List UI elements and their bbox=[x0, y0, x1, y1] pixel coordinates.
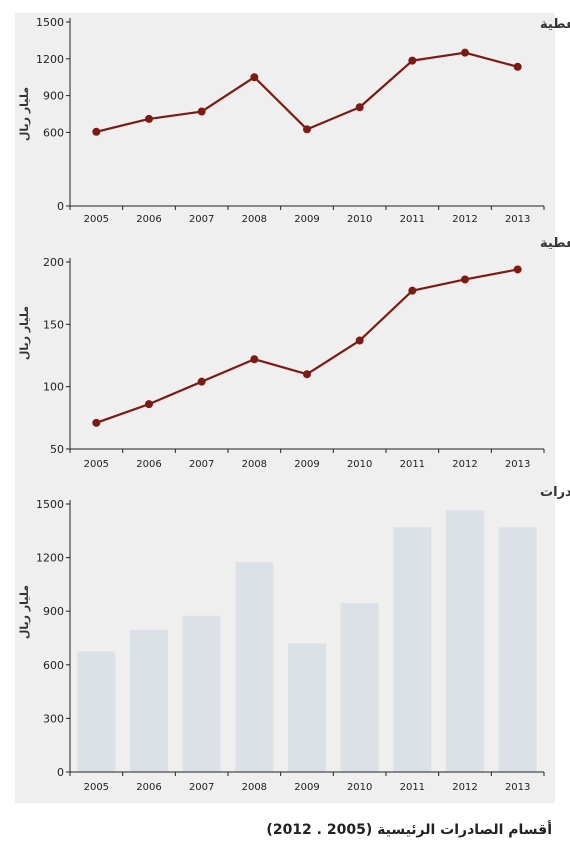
x-tick-label: 2008 bbox=[242, 214, 267, 225]
data-point bbox=[513, 62, 522, 71]
data-point bbox=[197, 377, 206, 386]
y-tick-label: 50 bbox=[50, 443, 64, 456]
series-line bbox=[95, 268, 518, 424]
data-point bbox=[145, 114, 153, 123]
x-tick-label: 2010 bbox=[347, 782, 372, 793]
x-tick-label: 2006 bbox=[136, 214, 161, 225]
chart-1: الصادرات النفطية مليار ريال 0 600 900 1200 150… bbox=[18, 16, 570, 225]
data-point bbox=[461, 48, 469, 57]
x-tick-label: 2008 bbox=[242, 782, 267, 793]
y-tick-label: 0 bbox=[57, 766, 64, 779]
data-point bbox=[92, 418, 101, 427]
y-tick-label: 1500 bbox=[36, 498, 64, 511]
figure-caption: أقسام الصادرات الرئيسية (2005 . 2012) bbox=[266, 822, 552, 838]
x-tick-label: 2011 bbox=[400, 782, 425, 793]
y-tick-label: 1200 bbox=[36, 53, 64, 66]
data-point bbox=[408, 56, 417, 65]
x-tick-label: 2007 bbox=[189, 214, 214, 225]
x-tick-label: 2006 bbox=[136, 459, 161, 470]
x-tick-label: 2011 bbox=[400, 459, 425, 470]
x-tick-label: 2013 bbox=[505, 214, 530, 225]
chart-title: الصادرات غير النفطية bbox=[540, 236, 570, 251]
y-tick-label: 0 bbox=[57, 200, 64, 213]
bar bbox=[393, 527, 432, 772]
x-tick-label: 2007 bbox=[189, 459, 214, 470]
y-tick-label: 1200 bbox=[36, 552, 64, 565]
data-point bbox=[250, 355, 259, 364]
series-line bbox=[96, 51, 518, 133]
y-tick-label: 100 bbox=[43, 381, 64, 394]
y-tick-label: 600 bbox=[43, 126, 64, 139]
bar bbox=[498, 527, 537, 772]
data-point bbox=[145, 400, 153, 409]
bar bbox=[130, 629, 168, 772]
data-point bbox=[250, 73, 259, 82]
y-tick-label: 900 bbox=[43, 90, 64, 103]
y-axis-label: مليار ريال bbox=[18, 87, 31, 141]
x-tick-label: 2009 bbox=[294, 782, 319, 793]
data-point bbox=[303, 370, 311, 379]
bar bbox=[288, 643, 326, 772]
bar bbox=[235, 562, 274, 772]
x-tick-label: 2007 bbox=[189, 782, 214, 793]
data-point bbox=[408, 286, 417, 295]
x-tick-label: 2013 bbox=[505, 782, 530, 793]
x-tick-label: 2012 bbox=[452, 782, 477, 793]
chart-title: إجمالي الصادرات bbox=[540, 485, 570, 500]
data-point bbox=[92, 127, 101, 136]
x-tick-label: 2009 bbox=[294, 214, 319, 225]
x-tick-label: 2010 bbox=[347, 459, 372, 470]
chart-3: إجمالي الصادرات مليار ريال 0 300 600 900 1200 1… bbox=[18, 485, 570, 793]
y-axis-label: مليار ريال bbox=[18, 585, 31, 639]
x-tick-label: 2006 bbox=[136, 782, 161, 793]
bar bbox=[446, 510, 484, 772]
data-point bbox=[303, 125, 311, 134]
y-tick-label: 900 bbox=[43, 605, 64, 618]
chart-2: الصادرات غير النفطية مليار ريال 50 100 150 20… bbox=[18, 236, 570, 470]
bar bbox=[182, 615, 221, 772]
x-tick-label: 2010 bbox=[347, 214, 372, 225]
y-tick-label: 150 bbox=[43, 318, 64, 331]
x-tick-label: 2005 bbox=[84, 214, 109, 225]
y-tick-label: 300 bbox=[43, 712, 64, 725]
data-point bbox=[197, 107, 206, 116]
chart-title: الصادرات النفطية bbox=[540, 17, 570, 32]
x-tick-label: 2012 bbox=[452, 214, 477, 225]
y-tick-label: 200 bbox=[43, 256, 64, 269]
data-point bbox=[355, 103, 364, 112]
data-point bbox=[461, 275, 469, 284]
x-tick-label: 2005 bbox=[84, 459, 109, 470]
data-point bbox=[355, 336, 364, 345]
x-tick-label: 2005 bbox=[84, 782, 109, 793]
y-tick-label: 1500 bbox=[36, 16, 64, 29]
bar bbox=[77, 651, 116, 772]
x-tick-label: 2013 bbox=[505, 459, 530, 470]
x-tick-label: 2008 bbox=[242, 459, 267, 470]
x-tick-label: 2012 bbox=[452, 459, 477, 470]
data-point bbox=[513, 265, 522, 274]
y-tick-label: 600 bbox=[43, 659, 64, 672]
y-axis-label: مليار ريال bbox=[18, 306, 31, 360]
x-tick-label: 2011 bbox=[400, 214, 425, 225]
x-tick-label: 2009 bbox=[294, 459, 319, 470]
bar bbox=[340, 603, 379, 772]
